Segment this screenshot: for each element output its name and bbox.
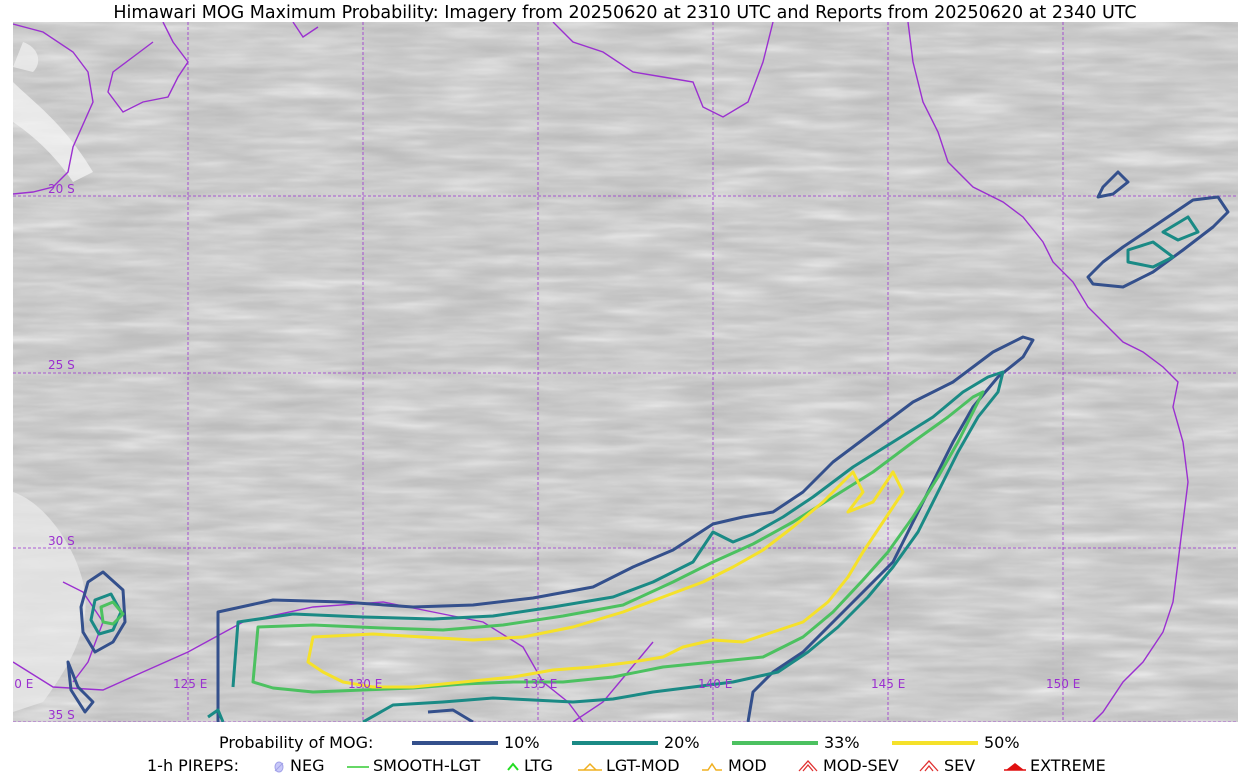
- legend-item-neg: NEG: [272, 756, 324, 775]
- legend-swatch-50pct: [892, 740, 978, 745]
- mog-contours: [66, 170, 1230, 722]
- legend-label-smooth-lgt: SMOOTH-LGT: [373, 756, 481, 775]
- lon-label-150e: 150 E: [1046, 677, 1080, 691]
- legend-swatch-33pct: [732, 740, 818, 745]
- lat-label-35s: 35 S: [48, 708, 75, 722]
- smooth-lgt-icon: [347, 765, 369, 768]
- pireps-legend-label: 1-h PIREPS:: [147, 756, 239, 775]
- legend-item-smooth-lgt: SMOOTH-LGT: [347, 756, 480, 775]
- legend-item-sev: SEV: [918, 756, 975, 775]
- contour-10pct: [216, 335, 1035, 722]
- legend-item-lgt-mod: LGT-MOD: [578, 756, 680, 775]
- graticule: [13, 22, 1238, 722]
- lon-label-125e: 125 E: [173, 677, 207, 691]
- legend-item-ltg: LTG: [506, 756, 553, 775]
- lon-label-130e: 130 E: [348, 677, 382, 691]
- legend-item-mod: MOD: [700, 756, 767, 775]
- legend-label-extreme: EXTREME: [1030, 756, 1106, 775]
- lat-label-30s: 30 S: [48, 534, 75, 548]
- mod-sev-icon: [798, 759, 818, 771]
- probability-legend-label: Probability of MOG:: [219, 733, 374, 752]
- legend-label-33pct: 33%: [824, 733, 860, 752]
- contour-20pct: [231, 370, 1005, 722]
- legend-item-50pct: 50%: [892, 733, 1020, 752]
- legend-label-20pct: 20%: [664, 733, 700, 752]
- lon-label-140e: 140 E: [698, 677, 732, 691]
- map-title: Himawari MOG Maximum Probability: Imager…: [113, 3, 1137, 23]
- lon-label-135e: 135 E: [523, 677, 557, 691]
- legend-label-neg: NEG: [290, 756, 325, 775]
- legend-label-lgt-mod: LGT-MOD: [606, 756, 680, 775]
- legend-swatch-10pct: [412, 740, 498, 745]
- legend-label-50pct: 50%: [984, 733, 1020, 752]
- legend-label-mod: MOD: [728, 756, 767, 775]
- cloud-features: [13, 42, 93, 712]
- map-canvas: 20 S 25 S 30 S 35 S 120 E 125 E 130 E 13…: [13, 22, 1238, 722]
- legend-item-33pct: 33%: [732, 733, 860, 752]
- lat-label-25s: 25 S: [48, 358, 75, 372]
- satellite-map: 20 S 25 S 30 S 35 S 120 E 125 E 130 E 13…: [13, 22, 1238, 722]
- legend-swatch-20pct: [572, 740, 658, 745]
- legend-label-mod-sev: MOD-SEV: [823, 756, 899, 775]
- extreme-icon: [1004, 762, 1026, 771]
- legend-label-ltg: LTG: [524, 756, 553, 775]
- legend-item-20pct: 20%: [572, 733, 700, 752]
- legend-item-extreme: EXTREME: [1004, 756, 1106, 775]
- ltg-icon: [507, 761, 519, 771]
- lon-label-120e: 120 E: [13, 677, 33, 691]
- contour-33pct: [251, 390, 985, 694]
- legend-label-sev: SEV: [944, 756, 976, 775]
- contour-50pct: [306, 470, 905, 689]
- legend-label-10pct: 10%: [504, 733, 540, 752]
- lat-label-20s: 20 S: [48, 182, 75, 196]
- lgt-mod-icon: [578, 762, 602, 771]
- lon-label-145e: 145 E: [871, 677, 905, 691]
- legend-item-10pct: 10%: [412, 733, 540, 752]
- sev-icon: [919, 759, 939, 771]
- neg-icon: [274, 761, 284, 772]
- satellite-imagery: [13, 22, 1238, 722]
- legend-item-mod-sev: MOD-SEV: [797, 756, 899, 775]
- mod-icon: [702, 762, 722, 771]
